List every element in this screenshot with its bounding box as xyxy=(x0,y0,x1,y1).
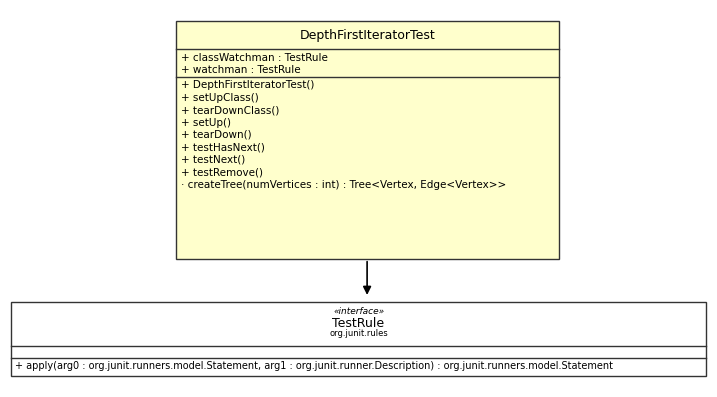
Text: + setUpClass(): + setUpClass() xyxy=(181,93,259,103)
Text: DepthFirstIteratorTest: DepthFirstIteratorTest xyxy=(300,29,435,42)
Bar xyxy=(176,21,559,259)
Text: + classWatchman : TestRule: + classWatchman : TestRule xyxy=(181,52,328,63)
Text: + tearDownClass(): + tearDownClass() xyxy=(181,105,280,115)
Text: + watchman : TestRule: + watchman : TestRule xyxy=(181,65,301,75)
Text: + testHasNext(): + testHasNext() xyxy=(181,143,265,152)
Text: + tearDown(): + tearDown() xyxy=(181,130,252,140)
Text: org.junit.rules: org.junit.rules xyxy=(329,329,388,338)
Text: + DepthFirstIteratorTest(): + DepthFirstIteratorTest() xyxy=(181,80,315,90)
Text: + apply(arg0 : org.junit.runners.model.Statement, arg1 : org.junit.runner.Descri: + apply(arg0 : org.junit.runners.model.S… xyxy=(15,361,613,371)
Text: TestRule: TestRule xyxy=(333,316,384,330)
Text: · createTree(numVertices : int) : Tree<Vertex, Edge<Vertex>>: · createTree(numVertices : int) : Tree<V… xyxy=(181,180,507,190)
Text: + testRemove(): + testRemove() xyxy=(181,168,263,177)
Bar xyxy=(11,302,706,376)
Text: «interface»: «interface» xyxy=(333,307,384,316)
Text: + setUp(): + setUp() xyxy=(181,118,232,127)
Text: + testNext(): + testNext() xyxy=(181,155,246,165)
